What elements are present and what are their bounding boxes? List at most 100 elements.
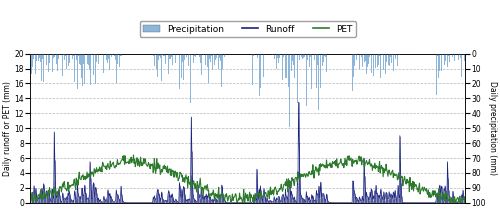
Bar — [189, 54, 190, 55]
Bar — [399, 54, 400, 55]
Bar — [446, 54, 447, 55]
Bar — [254, 54, 256, 83]
Bar — [219, 54, 220, 58]
Bar — [83, 54, 84, 64]
Bar — [198, 54, 200, 64]
Bar — [46, 54, 47, 65]
Bar — [460, 54, 461, 58]
Bar — [461, 54, 462, 68]
Bar — [157, 54, 158, 77]
Bar — [158, 54, 159, 60]
Bar — [184, 54, 185, 60]
Bar — [274, 54, 275, 59]
Bar — [52, 54, 53, 72]
Bar — [73, 54, 74, 56]
Bar — [40, 54, 41, 62]
Bar — [48, 54, 49, 65]
Bar — [212, 54, 213, 70]
Bar — [371, 54, 372, 73]
Bar — [297, 54, 298, 103]
Bar — [397, 54, 398, 66]
Bar — [181, 54, 182, 55]
Bar — [454, 54, 455, 61]
Bar — [218, 54, 219, 69]
Bar — [119, 54, 120, 67]
Bar — [451, 54, 452, 64]
Bar — [186, 54, 187, 57]
Bar — [156, 54, 157, 69]
Bar — [316, 54, 318, 61]
Bar — [393, 54, 394, 71]
Bar — [291, 54, 292, 71]
Bar — [377, 54, 378, 68]
Bar — [288, 54, 290, 73]
Bar — [286, 54, 287, 78]
Bar — [64, 54, 66, 73]
Bar — [438, 54, 439, 78]
Bar — [43, 54, 44, 82]
Bar — [301, 54, 302, 57]
Bar — [179, 54, 180, 89]
Bar — [57, 54, 58, 71]
Bar — [175, 54, 176, 63]
Bar — [91, 54, 92, 61]
Bar — [209, 54, 210, 60]
Bar — [42, 54, 43, 63]
Bar — [282, 54, 284, 65]
Bar — [161, 54, 162, 81]
Bar — [120, 54, 122, 92]
Bar — [86, 54, 88, 56]
Bar — [324, 54, 325, 56]
Bar — [442, 54, 443, 55]
Bar — [382, 54, 383, 55]
Bar — [88, 54, 89, 60]
Bar — [56, 54, 57, 64]
Bar — [464, 54, 465, 61]
Bar — [200, 54, 201, 66]
Bar — [190, 54, 191, 103]
Bar — [363, 54, 364, 55]
Bar — [378, 54, 380, 70]
Bar — [390, 54, 391, 66]
Bar — [364, 54, 365, 62]
Bar — [309, 54, 310, 67]
Bar — [361, 54, 362, 55]
Bar — [214, 54, 215, 65]
Y-axis label: Daily runoff or PET (mm): Daily runoff or PET (mm) — [3, 81, 12, 176]
Bar — [32, 54, 33, 62]
Bar — [76, 54, 77, 61]
Bar — [389, 54, 390, 101]
Bar — [253, 54, 254, 56]
Bar — [109, 54, 110, 59]
Bar — [279, 54, 280, 58]
Bar — [41, 54, 42, 57]
Bar — [66, 54, 67, 69]
Bar — [302, 54, 303, 59]
Bar — [365, 54, 366, 61]
Bar — [263, 54, 264, 77]
Bar — [92, 54, 94, 104]
Bar — [187, 54, 188, 63]
Bar — [374, 54, 375, 78]
Bar — [366, 54, 367, 74]
Bar — [314, 54, 315, 60]
Bar — [384, 54, 385, 56]
Bar — [106, 54, 107, 60]
Bar — [208, 54, 209, 83]
Bar — [94, 54, 95, 55]
Bar — [278, 54, 279, 72]
Bar — [169, 54, 170, 59]
Bar — [166, 54, 167, 60]
Bar — [110, 54, 111, 61]
Bar — [111, 54, 112, 57]
Bar — [367, 54, 368, 59]
Bar — [95, 54, 96, 84]
Bar — [154, 54, 155, 57]
Bar — [89, 54, 90, 70]
Bar — [440, 54, 441, 76]
Bar — [375, 54, 376, 68]
Bar — [320, 54, 321, 88]
Bar — [104, 54, 105, 58]
Bar — [188, 54, 189, 57]
Bar — [383, 54, 384, 58]
